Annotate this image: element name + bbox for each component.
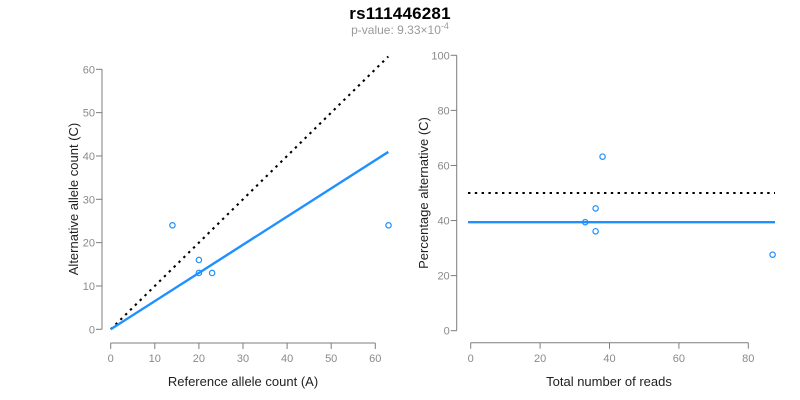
pvalue-prefix: p-value:: [351, 23, 398, 37]
pvalue-times-sign: ×: [420, 23, 428, 37]
data-point: [769, 251, 776, 258]
plot-subtitle: p-value: 9.33×10-4: [0, 21, 800, 38]
left-x-axis-title: Reference allele count (A): [168, 374, 318, 389]
fit-line: [110, 150, 389, 331]
x-tick-label: 40: [603, 353, 615, 365]
x-tick-label: 80: [742, 353, 754, 365]
data-point: [581, 218, 589, 226]
left-y-axis-title: Alternative allele count (C): [66, 123, 81, 275]
y-tick-label: 10: [83, 281, 95, 293]
right-y-axis-title: Percentage alternative (C): [416, 117, 431, 269]
percentage-scatter-panel: 0 20 40 60 80 0 20 40 60 80 100: [431, 50, 776, 365]
x-tick-label: 40: [281, 353, 293, 365]
x-tick-label: 0: [108, 353, 114, 365]
y-tick-label: 40: [437, 216, 449, 228]
data-point: [599, 153, 606, 160]
x-tick-label: 20: [534, 353, 546, 365]
y-tick-label: 0: [444, 326, 450, 338]
right-x-axis-title: Total number of reads: [546, 374, 672, 389]
data-point: [592, 227, 599, 235]
y-tick-label: 100: [431, 50, 449, 62]
data-point: [195, 256, 203, 264]
data-point: [385, 222, 392, 229]
x-tick-label: 20: [193, 353, 205, 365]
y-tick-label: 20: [83, 238, 95, 250]
y-tick-label: 60: [437, 160, 449, 172]
x-tick-label: 50: [325, 353, 337, 365]
y-tick-label: 40: [83, 151, 95, 163]
x-tick-label: 10: [149, 353, 161, 365]
x-tick-label: 0: [468, 353, 474, 365]
data-point: [208, 269, 216, 277]
pvalue-mantissa: 9.33: [397, 23, 421, 37]
x-tick-label: 30: [237, 353, 249, 365]
plot-title: rs111446281: [349, 4, 451, 23]
y-tick-label: 30: [83, 194, 95, 206]
x-tick-label: 60: [673, 353, 685, 365]
data-point: [592, 205, 599, 212]
identity-line: [109, 55, 390, 331]
y-tick-label: 80: [437, 105, 449, 117]
y-tick-label: 20: [437, 271, 449, 283]
y-tick-label: 50: [83, 108, 95, 120]
allele-count-scatter-panel: 0 10 20 30 40 50 60 0 10 20 30 40 50 60: [83, 55, 392, 365]
y-tick-label: 60: [83, 64, 95, 76]
y-tick-label: 0: [89, 324, 95, 336]
data-point: [169, 222, 176, 229]
data-point: [195, 269, 203, 277]
pvalue-exponent: -4: [440, 21, 449, 31]
x-tick-label: 60: [369, 353, 381, 365]
pvalue-base: 10: [427, 23, 441, 37]
